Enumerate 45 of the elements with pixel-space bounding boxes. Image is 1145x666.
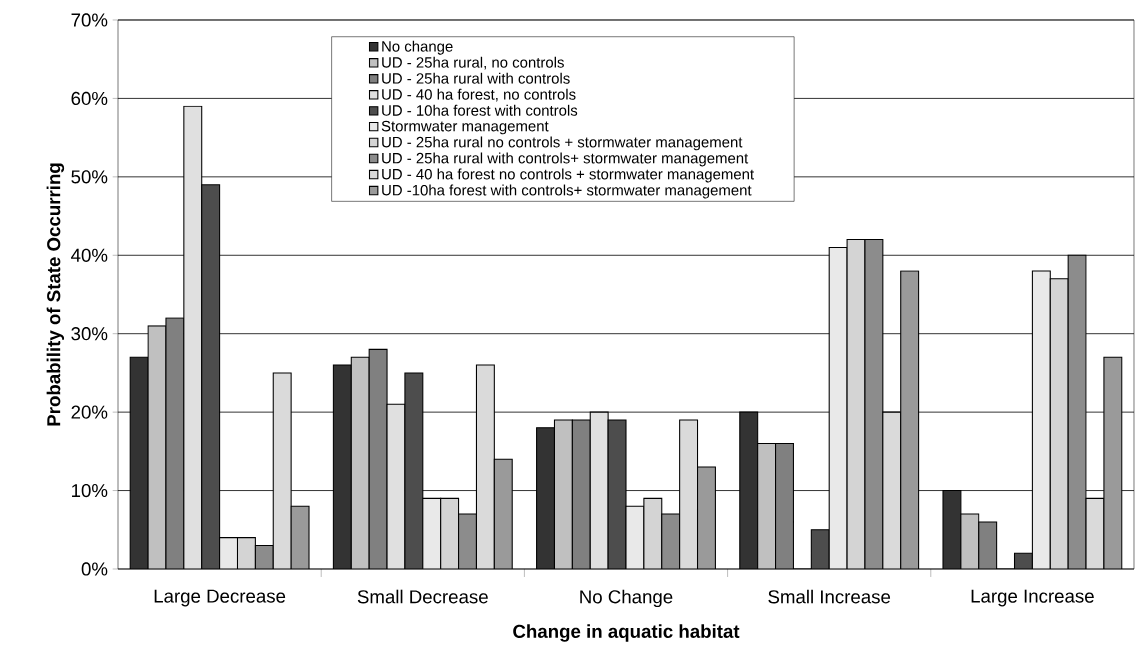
x-tick-label: Small Increase bbox=[768, 589, 891, 604]
legend-label: UD - 25ha rural with controls bbox=[382, 72, 570, 84]
bar bbox=[458, 513, 477, 569]
x-axis-title: Change in aquatic habitat bbox=[513, 624, 740, 642]
legend-label: UD -10ha forest with controls+ stormwater management bbox=[382, 184, 752, 199]
bar bbox=[978, 521, 998, 569]
legend-label: UD - 25ha rural no controls + stormwater management bbox=[382, 136, 743, 151]
y-tick-label: 50% bbox=[71, 170, 108, 184]
bar bbox=[1031, 270, 1051, 569]
bar bbox=[775, 442, 794, 569]
bar bbox=[183, 105, 203, 569]
bar bbox=[536, 427, 556, 569]
legend-label: UD - 40 ha forest, no controls bbox=[382, 88, 576, 102]
legend-label: UD - 40 ha forest no controls + stormwater management bbox=[382, 168, 754, 183]
x-tick-label: Large Increase bbox=[971, 589, 1094, 607]
y-tick-label: 0% bbox=[81, 562, 108, 576]
legend-label: No change bbox=[382, 40, 453, 55]
bar bbox=[201, 184, 221, 569]
bar bbox=[236, 537, 256, 569]
y-tick-label: 30% bbox=[71, 327, 108, 341]
bar bbox=[219, 537, 239, 569]
bar bbox=[679, 419, 699, 569]
y-tick-label: 20% bbox=[71, 405, 108, 419]
bar bbox=[440, 497, 460, 569]
bar bbox=[810, 529, 830, 569]
y-tick-label: 60% bbox=[71, 91, 108, 106]
legend-label: UD - 25ha rural, no controls bbox=[382, 56, 564, 70]
bar bbox=[661, 513, 681, 569]
bar bbox=[1049, 278, 1069, 569]
bar bbox=[475, 364, 495, 569]
x-tick-label: No Change bbox=[580, 589, 673, 608]
x-tick-label: Small Decrease bbox=[357, 589, 488, 604]
bar bbox=[332, 364, 352, 569]
y-axis-title: Probability of State Occurring bbox=[46, 163, 65, 426]
legend-label: UD - 25ha rural with controls+ stormwater management bbox=[382, 152, 749, 167]
y-tick-label: 40% bbox=[71, 248, 108, 262]
bar bbox=[571, 419, 591, 569]
legend-label: Stormwater management bbox=[381, 120, 549, 135]
bar bbox=[422, 497, 442, 569]
x-tick-label: Large Decrease bbox=[154, 589, 286, 607]
bar bbox=[882, 411, 902, 569]
bar bbox=[739, 411, 759, 569]
y-tick-label: 10% bbox=[72, 483, 108, 498]
legend-label: UD - 10ha forest with controls bbox=[382, 104, 578, 116]
y-tick-label: 70% bbox=[71, 13, 108, 27]
